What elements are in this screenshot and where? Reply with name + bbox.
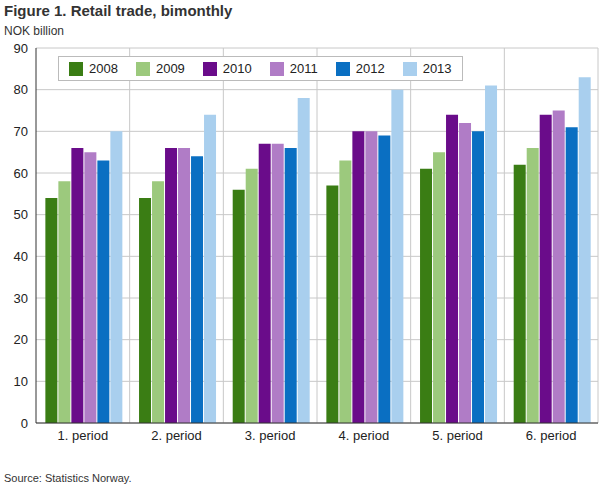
- html-text:2010: 2010: [222, 61, 252, 76]
- html-text:2012: 2012: [355, 61, 385, 76]
- svg-text:3. period: 3. period: [245, 428, 296, 443]
- svg-text:10: 10: [14, 374, 28, 389]
- svg-text:70: 70: [14, 124, 28, 139]
- html-text:2013: 2013: [422, 61, 452, 76]
- html-text:Source: Statistics Norway.: Source: Statistics Norway.: [4, 472, 132, 484]
- html-text:2009: 2009: [155, 61, 185, 76]
- svg-text:30: 30: [14, 291, 28, 306]
- svg-text:6. period: 6. period: [526, 428, 577, 443]
- svg-text:1. period: 1. period: [58, 428, 109, 443]
- svg-text:0: 0: [21, 416, 28, 431]
- svg-text:4. period: 4. period: [339, 428, 390, 443]
- svg-text:50: 50: [14, 207, 28, 222]
- html-text:2011: 2011: [289, 61, 318, 76]
- svg-text:80: 80: [14, 82, 28, 97]
- html-text:NOK billion: NOK billion: [4, 24, 64, 38]
- html-text:2008: 2008: [89, 61, 118, 76]
- svg-text:90: 90: [14, 41, 28, 56]
- svg-text:60: 60: [14, 166, 28, 181]
- html-text:Figure 1. Retail trade, bimont: Figure 1. Retail trade, bimonthly: [4, 2, 233, 19]
- svg-text:2. period: 2. period: [151, 428, 202, 443]
- svg-text:5. period: 5. period: [432, 428, 483, 443]
- svg-text:40: 40: [14, 249, 28, 264]
- svg-text:20: 20: [14, 332, 28, 347]
